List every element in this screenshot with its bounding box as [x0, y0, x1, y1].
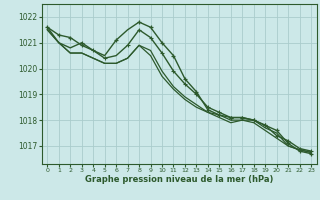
X-axis label: Graphe pression niveau de la mer (hPa): Graphe pression niveau de la mer (hPa) [85, 175, 273, 184]
